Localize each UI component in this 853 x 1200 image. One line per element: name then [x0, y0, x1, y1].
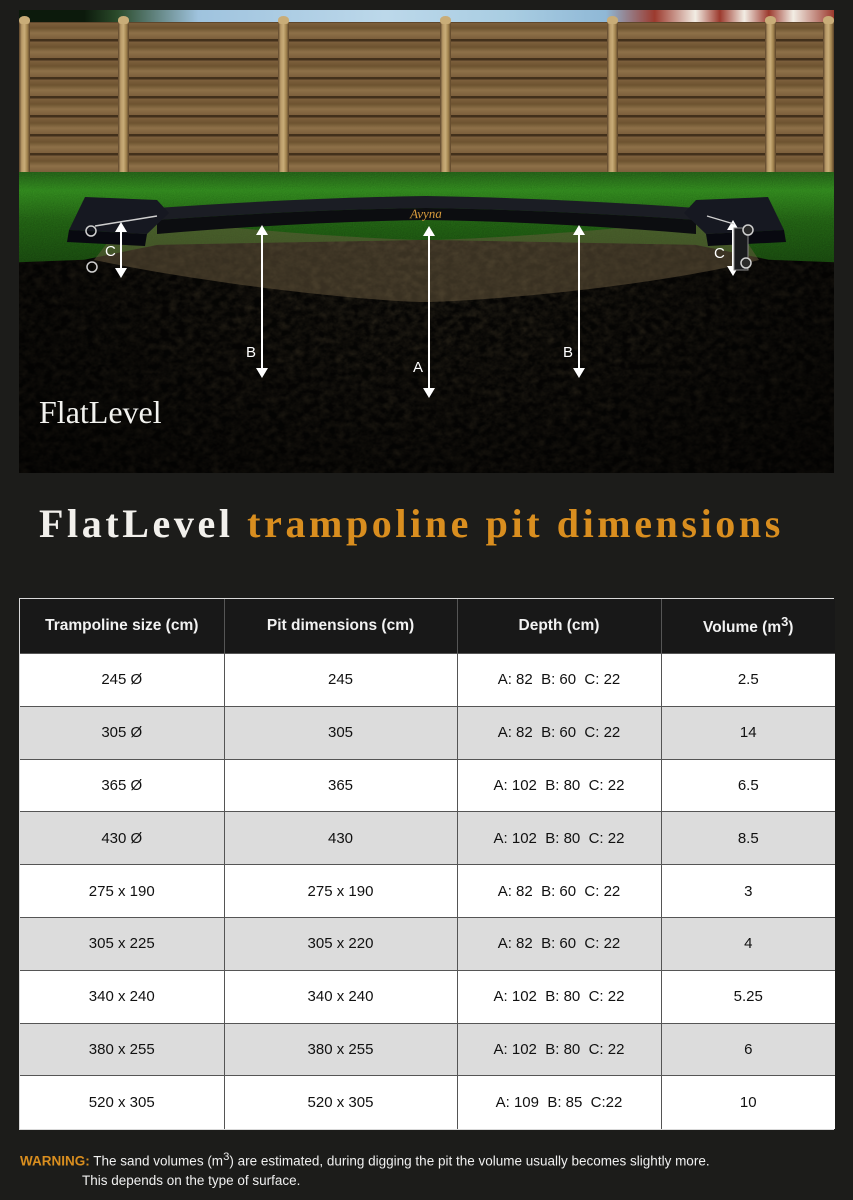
svg-text:B: B	[563, 344, 573, 361]
svg-text:A: A	[413, 359, 423, 376]
svg-text:FlatLevel: FlatLevel	[39, 394, 162, 430]
svg-text:C: C	[105, 243, 116, 260]
svg-text:Avyna: Avyna	[409, 206, 443, 222]
svg-text:B: B	[246, 344, 256, 361]
svg-text:C: C	[714, 245, 725, 262]
